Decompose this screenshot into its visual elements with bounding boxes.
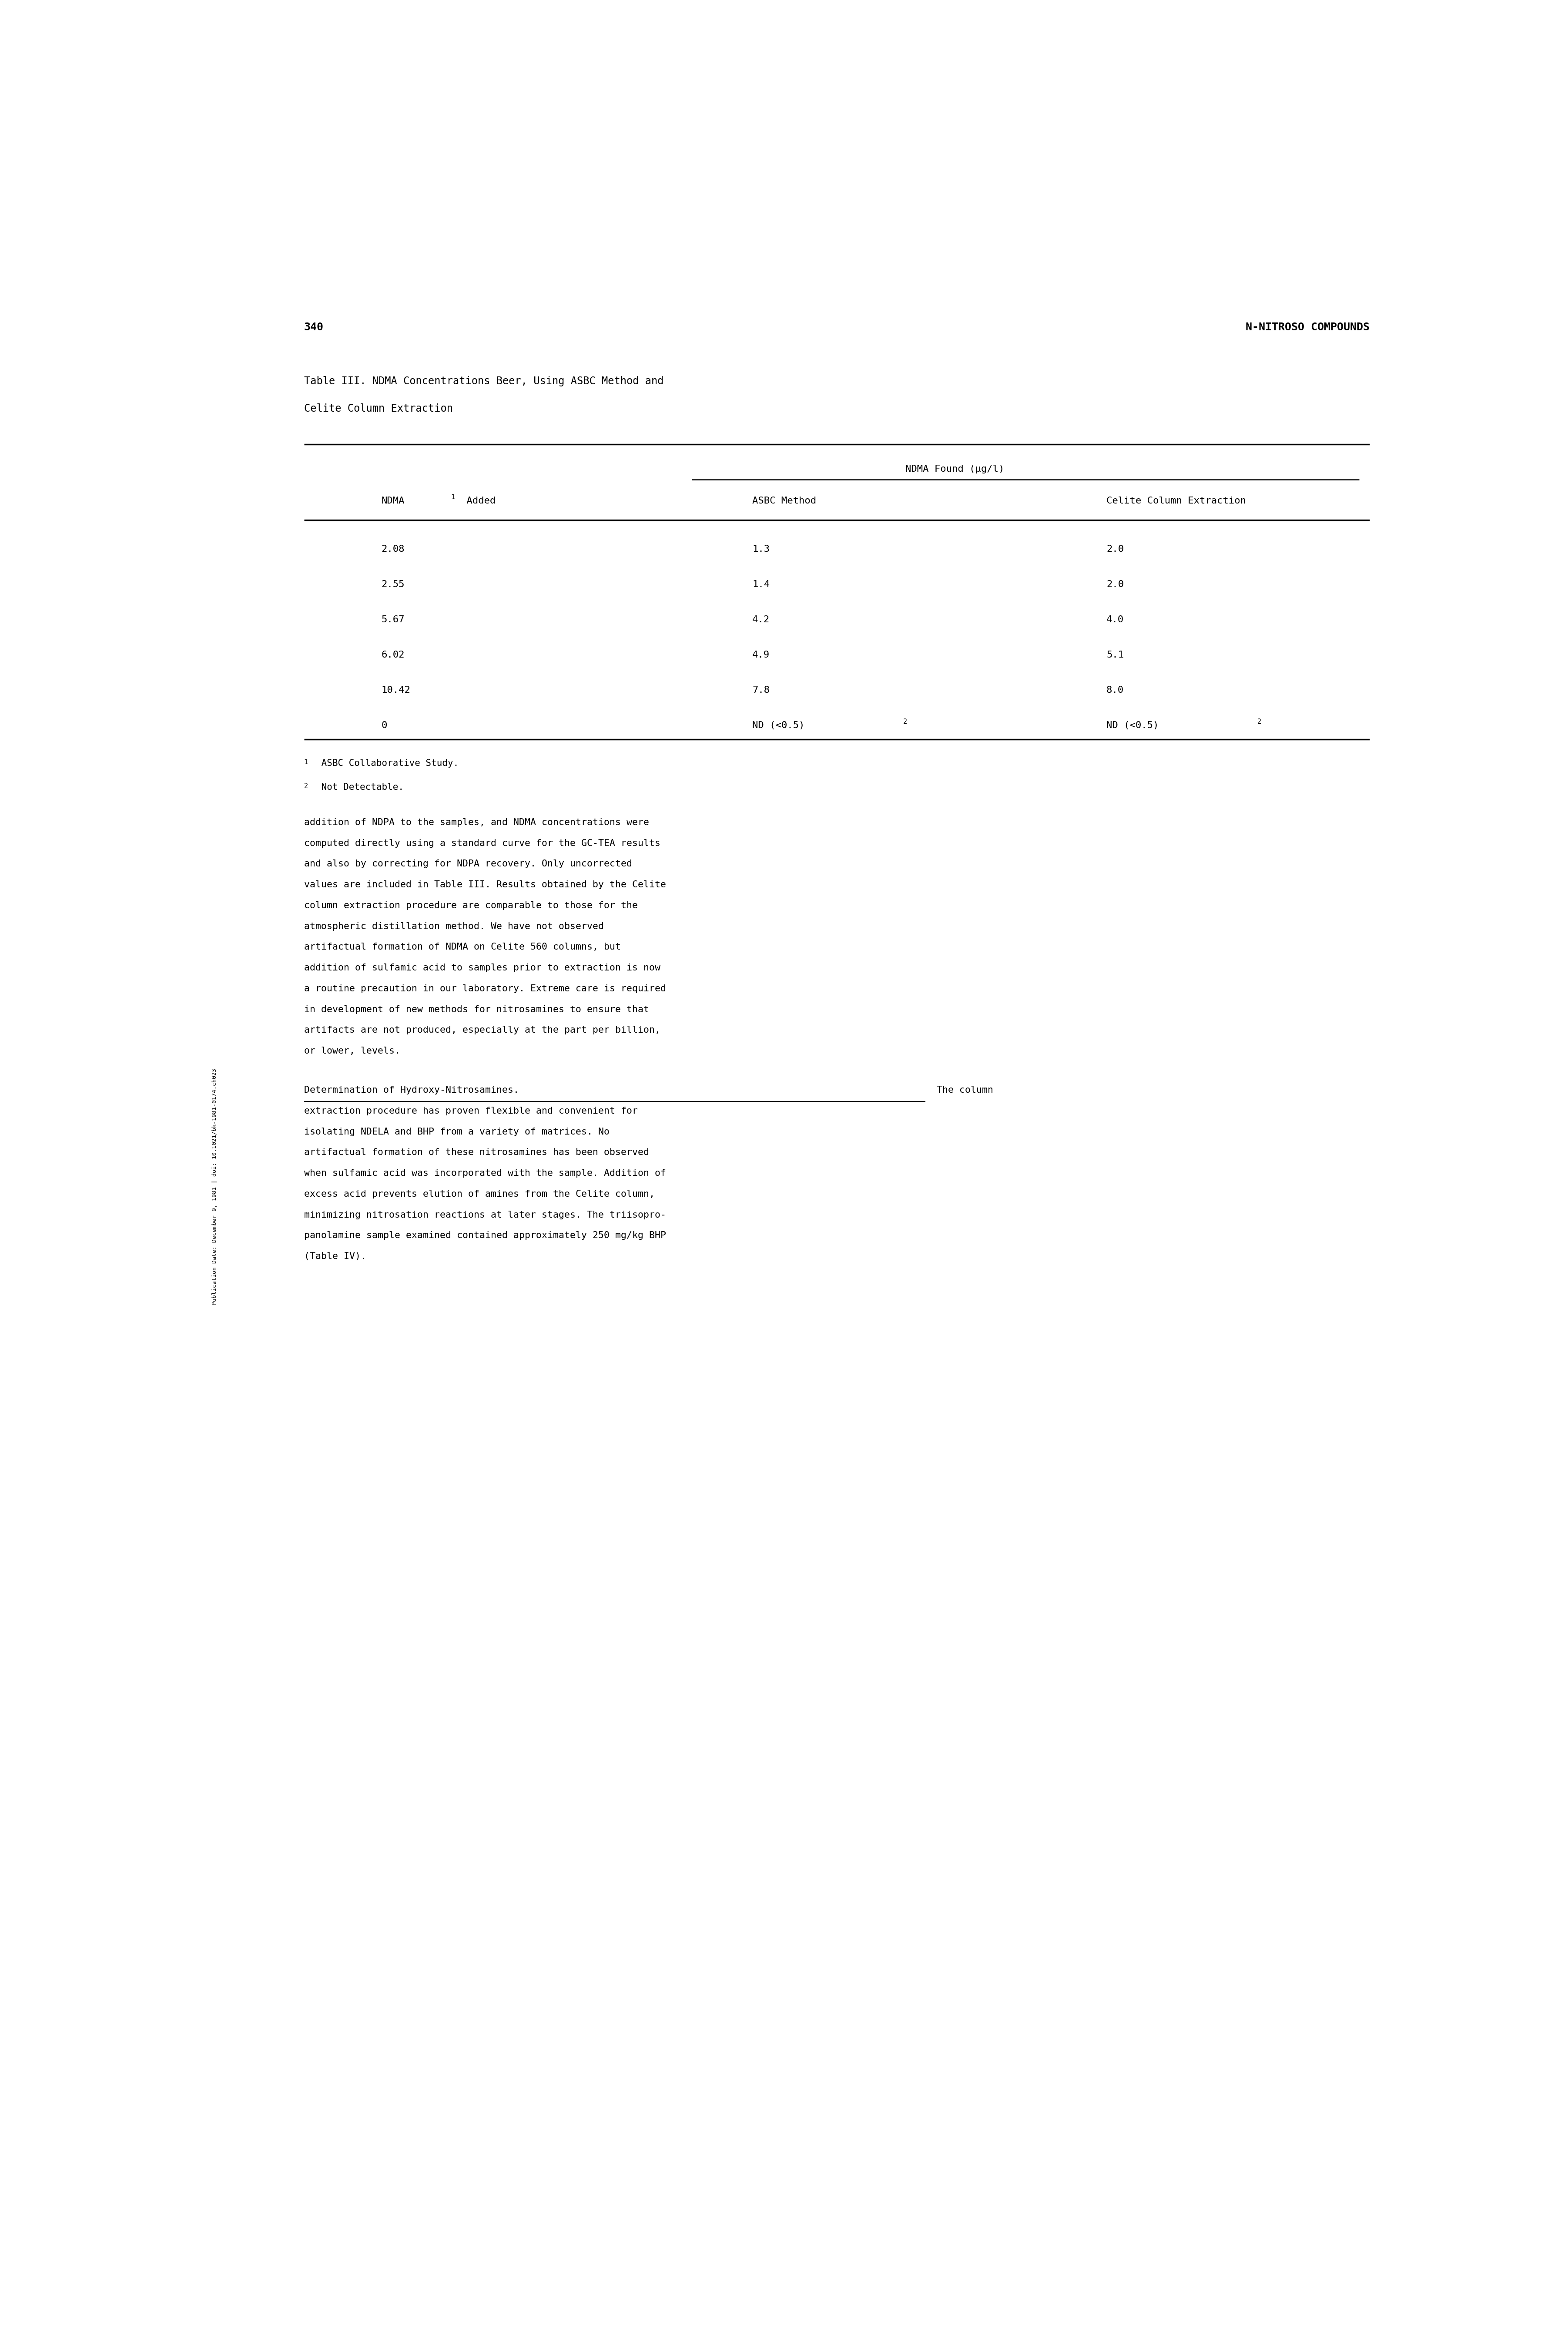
Text: 1.4: 1.4 — [753, 580, 770, 590]
Text: 2.0: 2.0 — [1105, 580, 1124, 590]
Text: 1: 1 — [304, 759, 307, 766]
Text: 4.2: 4.2 — [753, 616, 770, 625]
Text: excess acid prevents elution of amines from the Celite column,: excess acid prevents elution of amines f… — [304, 1189, 654, 1198]
Text: 2: 2 — [304, 783, 307, 790]
Text: ND (<0.5): ND (<0.5) — [753, 721, 804, 731]
Text: 8.0: 8.0 — [1105, 686, 1124, 696]
Text: addition of NDPA to the samples, and NDMA concentrations were: addition of NDPA to the samples, and NDM… — [304, 818, 649, 827]
Text: Added: Added — [461, 496, 495, 505]
Text: 7.8: 7.8 — [753, 686, 770, 696]
Text: extraction procedure has proven flexible and convenient for: extraction procedure has proven flexible… — [304, 1107, 638, 1116]
Text: Publication Date: December 9, 1981 | doi: 10.1021/bk-1981-0174.ch023: Publication Date: December 9, 1981 | doi… — [212, 1069, 218, 1304]
Text: column extraction procedure are comparable to those for the: column extraction procedure are comparab… — [304, 902, 638, 909]
Text: 10.42: 10.42 — [381, 686, 411, 696]
Text: isolating NDELA and BHP from a variety of matrices. No: isolating NDELA and BHP from a variety o… — [304, 1128, 610, 1135]
Text: minimizing nitrosation reactions at later stages. The triisopro-: minimizing nitrosation reactions at late… — [304, 1210, 666, 1220]
Text: panolamine sample examined contained approximately 250 mg/kg BHP: panolamine sample examined contained app… — [304, 1231, 666, 1241]
Text: 0: 0 — [381, 721, 387, 731]
Text: NDMA: NDMA — [381, 496, 405, 505]
Text: a routine precaution in our laboratory. Extreme care is required: a routine precaution in our laboratory. … — [304, 985, 666, 994]
Text: 2.08: 2.08 — [381, 545, 405, 555]
Text: Determination of Hydroxy-Nitrosamines.: Determination of Hydroxy-Nitrosamines. — [304, 1086, 519, 1095]
Text: artifactual formation of these nitrosamines has been observed: artifactual formation of these nitrosami… — [304, 1149, 649, 1156]
Text: 4.9: 4.9 — [753, 651, 770, 660]
Text: in development of new methods for nitrosamines to ensure that: in development of new methods for nitros… — [304, 1006, 649, 1013]
Text: 5.1: 5.1 — [1105, 651, 1124, 660]
Text: 1.3: 1.3 — [753, 545, 770, 555]
Text: ASBC Collaborative Study.: ASBC Collaborative Study. — [315, 759, 458, 768]
Text: 340: 340 — [304, 322, 323, 334]
Text: ND (<0.5): ND (<0.5) — [1105, 721, 1159, 731]
Text: or lower, levels.: or lower, levels. — [304, 1046, 400, 1055]
Text: computed directly using a standard curve for the GC-TEA results: computed directly using a standard curve… — [304, 839, 660, 848]
Text: addition of sulfamic acid to samples prior to extraction is now: addition of sulfamic acid to samples pri… — [304, 964, 660, 973]
Text: 2.55: 2.55 — [381, 580, 405, 590]
Text: atmospheric distillation method. We have not observed: atmospheric distillation method. We have… — [304, 921, 604, 931]
Text: Celite Column Extraction: Celite Column Extraction — [304, 404, 453, 414]
Text: 6.02: 6.02 — [381, 651, 405, 660]
Text: 1: 1 — [450, 494, 455, 501]
Text: NDMA Found (μg/l): NDMA Found (μg/l) — [905, 465, 1004, 472]
Text: Celite Column Extraction: Celite Column Extraction — [1105, 496, 1245, 505]
Text: values are included in Table III. Results obtained by the Celite: values are included in Table III. Result… — [304, 881, 666, 888]
Text: 4.0: 4.0 — [1105, 616, 1124, 625]
Text: 2.0: 2.0 — [1105, 545, 1124, 555]
Text: artifactual formation of NDMA on Celite 560 columns, but: artifactual formation of NDMA on Celite … — [304, 942, 621, 952]
Text: (Table IV).: (Table IV). — [304, 1253, 365, 1262]
Text: 2: 2 — [1258, 719, 1261, 726]
Text: ASBC Method: ASBC Method — [753, 496, 817, 505]
Text: 5.67: 5.67 — [381, 616, 405, 625]
Text: N-NITROSO COMPOUNDS: N-NITROSO COMPOUNDS — [1245, 322, 1369, 334]
Text: and also by correcting for NDPA recovery. Only uncorrected: and also by correcting for NDPA recovery… — [304, 860, 632, 869]
Text: Not Detectable.: Not Detectable. — [315, 783, 403, 792]
Text: 2: 2 — [903, 719, 906, 726]
Text: Table III. NDMA Concentrations Beer, Using ASBC Method and: Table III. NDMA Concentrations Beer, Usi… — [304, 376, 663, 385]
Text: when sulfamic acid was incorporated with the sample. Addition of: when sulfamic acid was incorporated with… — [304, 1168, 666, 1177]
Text: artifacts are not produced, especially at the part per billion,: artifacts are not produced, especially a… — [304, 1027, 660, 1034]
Text: The column: The column — [925, 1086, 993, 1095]
